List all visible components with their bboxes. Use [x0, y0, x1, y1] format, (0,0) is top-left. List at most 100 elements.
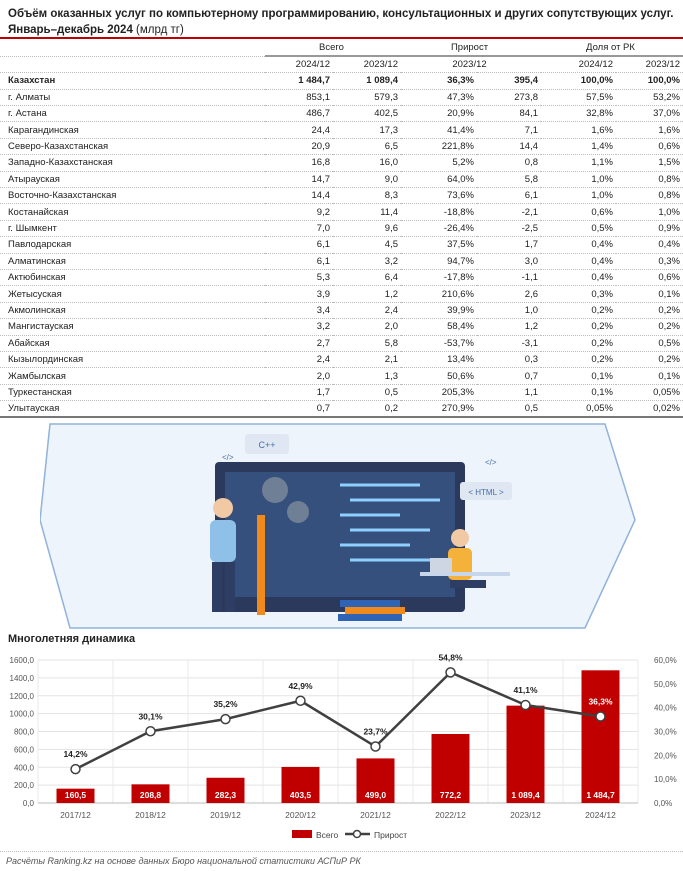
cell-value: 73,6%: [401, 187, 477, 205]
line-point: [445, 667, 456, 678]
cell-value: 4,5: [333, 236, 401, 254]
cell-value: -2,1: [477, 203, 541, 221]
cell-value: 210,6%: [401, 285, 477, 303]
legend-line-marker: [352, 829, 362, 839]
bar-label: 772,2: [440, 790, 462, 800]
cell-value: 0,4%: [616, 236, 683, 254]
chart-title: Многолетняя динамика: [8, 633, 136, 645]
y-tick-label: 0,0: [23, 799, 35, 808]
y2-tick-label: 20,0%: [654, 751, 677, 760]
cell-value: 0,6%: [616, 269, 683, 287]
cell-value: 0,4%: [541, 269, 616, 287]
region-name: Костанайская: [0, 203, 265, 221]
cell-value: 1,2: [333, 285, 401, 303]
person-with-laptop: [420, 529, 510, 588]
cell-value: -26,4%: [401, 220, 477, 238]
table-row: г. Алматы 853,1 579,3 47,3% 273,8 57,5% 53,2%: [0, 89, 683, 107]
x-tick-label: 2021/12: [360, 810, 391, 820]
cell-value: 100,0%: [616, 72, 683, 90]
table-row: Улытауская 0,7 0,2 270,9% 0,5 0,05% 0,02%: [0, 400, 683, 419]
cell-value: 486,7: [265, 105, 333, 123]
cell-value: 11,4: [333, 203, 401, 221]
line-point: [70, 763, 81, 775]
cell-value: 32,8%: [541, 105, 616, 123]
table-row: Жамбылская 2,0 1,3 50,6% 0,7 0,1% 0,1%: [0, 367, 683, 385]
cell-value: 1,0: [477, 302, 541, 320]
cell-value: 0,5: [333, 384, 401, 402]
region-name: Восточно-Казахстанская: [0, 187, 265, 205]
line-point: [595, 711, 606, 722]
cell-value: 3,2: [333, 253, 401, 270]
cell-value: 1,1%: [541, 154, 616, 172]
cell-value: 0,5%: [616, 335, 683, 352]
growth-line: [74, 670, 601, 771]
cell-value: 20,9: [265, 138, 333, 156]
code-badge: </>: [222, 453, 234, 462]
legend-label: Прирост: [374, 830, 407, 840]
cell-value: 0,2: [333, 400, 401, 419]
region-name: Павлодарская: [0, 236, 265, 254]
table-row: Кызылординская 2,4 2,1 13,4% 0,3 0,2% 0,2%: [0, 351, 683, 369]
line-point: [145, 726, 156, 737]
cell-value: -2,5: [477, 220, 541, 238]
bar-label: 403,5: [290, 790, 312, 800]
cell-value: 8,3: [333, 187, 401, 205]
y-tick-label: 800,0: [14, 728, 35, 737]
cell-value: 1,4%: [541, 138, 616, 156]
region-name: г. Алматы: [0, 89, 265, 107]
bar: [431, 733, 470, 803]
cpp-badge: C++: [258, 440, 275, 450]
point-label: 30,1%: [138, 711, 163, 721]
region-name: Западно-Казахстанская: [0, 154, 265, 172]
cell-value: 273,8: [477, 89, 541, 107]
cell-value: 0,8%: [616, 171, 683, 189]
region-name: Абайская: [0, 335, 265, 352]
cell-value: 0,2%: [616, 318, 683, 336]
table-row: Костанайская 9,2 11,4 -18,8% -2,1 0,6% 1,0%: [0, 203, 683, 221]
subheader: 2023/12: [401, 56, 541, 74]
divider: [0, 851, 683, 852]
cell-value: 0,1%: [616, 285, 683, 303]
x-tick-label: 2019/12: [210, 810, 241, 820]
region-name: г. Шымкент: [0, 220, 265, 238]
cell-value: 1 484,7: [265, 72, 333, 90]
cell-value: 0,6%: [616, 138, 683, 156]
programming-illustration: C++ < HTML > </> </>: [40, 423, 636, 629]
region-name: г. Астана: [0, 105, 265, 123]
cell-value: 0,2%: [541, 302, 616, 320]
y2-tick-label: 60,0%: [654, 656, 677, 665]
table-row: Жетысуская 3,9 1,2 210,6% 2,6 0,3% 0,1%: [0, 285, 683, 303]
cell-value: 1,6%: [616, 121, 683, 139]
cell-value: 0,4%: [541, 236, 616, 254]
table-row: Казахстан 1 484,7 1 089,4 36,3% 395,4 100,0% 1…: [0, 72, 683, 90]
cell-value: 1,3: [333, 367, 401, 385]
y-tick-label: 1400,0: [10, 674, 35, 683]
subheader: 2023/12: [616, 56, 683, 74]
cell-value: 16,0: [333, 154, 401, 172]
title-line1: Объём оказанных услуг по компьютерному п…: [8, 8, 674, 20]
x-tick-label: 2022/12: [435, 810, 466, 820]
table-row: Павлодарская 6,1 4,5 37,5% 1,7 0,4% 0,4%: [0, 236, 683, 254]
legend-bar-swatch: [292, 830, 312, 838]
x-tick-label: 2020/12: [285, 810, 316, 820]
point-label: 41,1%: [513, 685, 538, 695]
cell-value: 64,0%: [401, 171, 477, 189]
cell-value: 6,5: [333, 138, 401, 156]
cell-value: 402,5: [333, 105, 401, 123]
cell-value: 2,7: [265, 335, 333, 352]
bar: [356, 758, 395, 803]
region-name: Туркестанская: [0, 384, 265, 402]
bar: [206, 777, 245, 803]
cell-value: 41,4%: [401, 121, 477, 139]
cell-value: 853,1: [265, 89, 333, 107]
cell-value: 2,4: [265, 351, 333, 369]
cell-value: 1,0%: [616, 203, 683, 221]
cell-value: -3,1: [477, 335, 541, 352]
line-point: [370, 741, 381, 752]
header-total: Всего: [265, 40, 401, 58]
cell-value: 0,05%: [541, 400, 616, 419]
table-row: Атырауская 14,7 9,0 64,0% 5,8 1,0% 0,8%: [0, 171, 683, 189]
table-row: Мангистауская 3,2 2,0 58,4% 1,2 0,2% 0,2%: [0, 318, 683, 336]
cell-value: 7,0: [265, 220, 333, 238]
y2-tick-label: 40,0%: [654, 704, 677, 713]
